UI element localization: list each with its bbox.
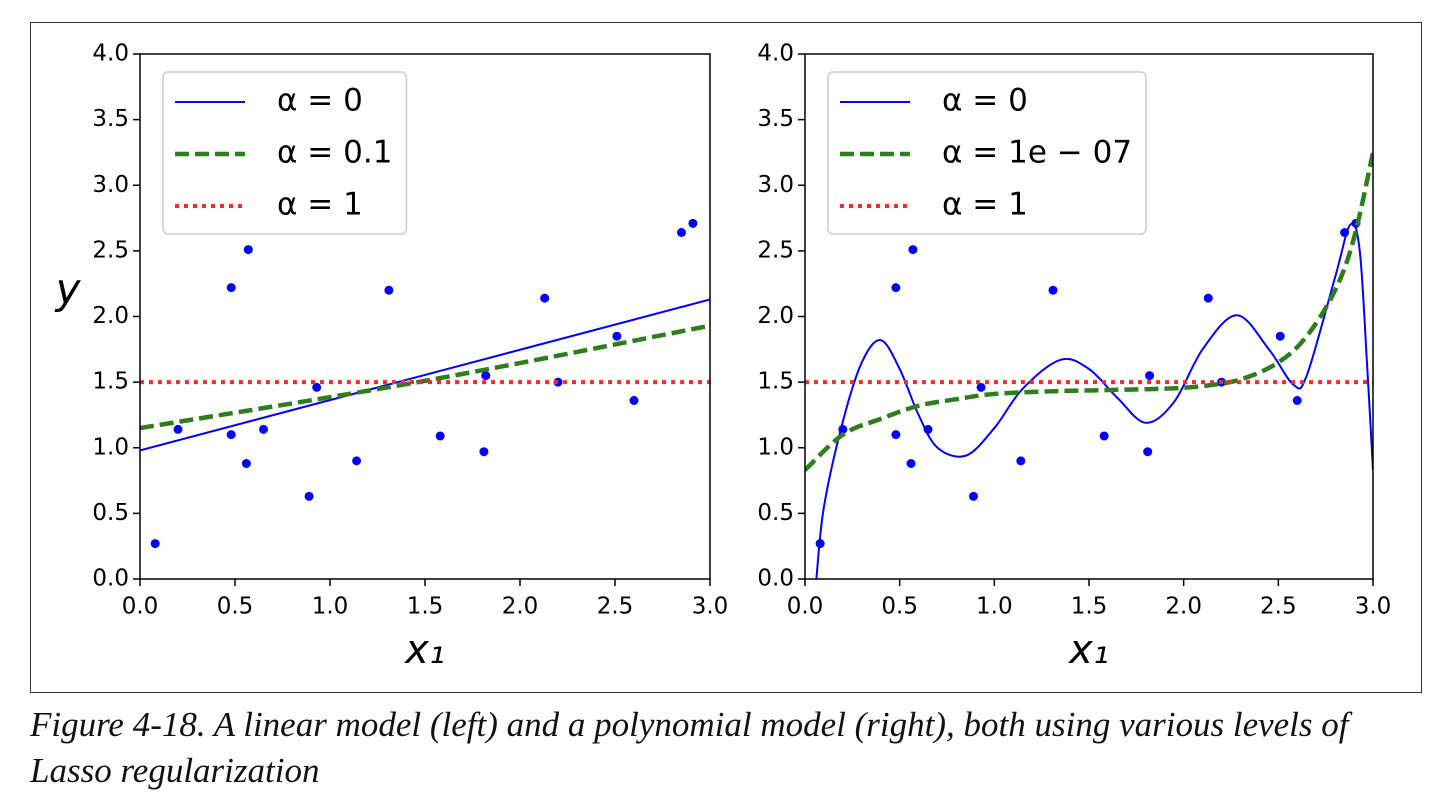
- x-axis-label: x₁: [1067, 627, 1109, 673]
- x-tick-label: 1.5: [1071, 594, 1108, 620]
- y-tick-label: 2.0: [92, 303, 129, 329]
- data-point: [259, 424, 268, 434]
- x-tick-label: 1.5: [407, 594, 444, 620]
- x-tick-label: 2.0: [1165, 594, 1202, 620]
- data-point: [688, 218, 698, 228]
- x-tick-label: 0.0: [787, 594, 824, 620]
- legend-label: α = 0: [277, 83, 363, 119]
- data-point: [384, 285, 394, 295]
- plot-area: [805, 151, 1373, 579]
- y-tick-label: 2.5: [92, 237, 129, 263]
- data-point: [976, 382, 986, 392]
- x-axis-label: x₁: [403, 627, 445, 673]
- figure: 0.0 0.5 1.0 1.5 2.0 2.5 3.0 0.0 0.5 1.0 1.5 2.0 2.5 3…: [30, 22, 1422, 693]
- y-tick-label: 4.0: [757, 41, 794, 67]
- legend-label: α = 0.1: [277, 135, 392, 171]
- y-tick-label: 3.0: [92, 172, 129, 198]
- data-point: [479, 447, 489, 457]
- legend-box: [162, 71, 408, 235]
- x-tick-label: 2.5: [597, 594, 634, 620]
- y-tick-label: 1.0: [757, 434, 794, 460]
- axes-frame: [804, 53, 1374, 580]
- data-point: [1275, 331, 1285, 341]
- x-tick-label: 1.0: [976, 594, 1013, 620]
- series-line: [140, 323, 710, 431]
- data-point: [304, 491, 314, 501]
- caption: Figure 4-18. A linear model (left) and a…: [30, 705, 1349, 790]
- y-axis-label: y: [54, 265, 82, 314]
- data-point: [1048, 285, 1058, 295]
- data-point: [612, 331, 622, 341]
- data-point: [352, 456, 362, 466]
- data-point: [629, 396, 639, 405]
- y-tick-label: 0.5: [757, 500, 794, 526]
- y-tick-label: 3.5: [757, 106, 794, 132]
- data-point: [1145, 371, 1155, 381]
- data-point: [1292, 396, 1302, 405]
- legend-label: α = 0: [942, 83, 1028, 119]
- legend-label: α = 1e − 07: [942, 135, 1132, 171]
- data-point: [906, 459, 916, 468]
- y-tick-label: 0.0: [92, 566, 129, 592]
- x-tick-label: 0.0: [122, 594, 159, 620]
- y-tick-label: 0.5: [92, 500, 129, 526]
- y-tick-label: 0.0: [757, 566, 794, 592]
- x-tick-label: 0.5: [881, 594, 918, 620]
- series-line: [805, 151, 1373, 472]
- x-tick-label: 2.5: [1260, 594, 1297, 620]
- y-tick-label: 4.0: [92, 41, 129, 67]
- series-line: [140, 298, 710, 452]
- y-tick-label: 3.0: [757, 172, 794, 198]
- data-point: [908, 245, 918, 255]
- data-point: [1099, 431, 1109, 441]
- legend: α = 0 α = 1e − 07 α = 1: [827, 71, 1147, 235]
- plot-area: [140, 218, 710, 549]
- data-point: [969, 491, 979, 501]
- x-tick-label: 1.0: [312, 594, 349, 620]
- x-tick-label: 3.0: [1355, 594, 1392, 620]
- data-point: [677, 228, 686, 237]
- figure-frame: [30, 22, 1422, 693]
- data-point: [891, 283, 901, 293]
- x-tick-label: 3.0: [692, 594, 729, 620]
- series-line: [815, 222, 1373, 579]
- axes-frame: [139, 53, 711, 580]
- y-tick-label: 2.5: [757, 237, 794, 263]
- legend-box: [827, 71, 1147, 235]
- data-point: [241, 459, 251, 468]
- data-point: [1203, 293, 1213, 303]
- data-point: [226, 430, 236, 440]
- data-point: [226, 283, 236, 293]
- data-point: [481, 371, 491, 381]
- legend: α = 0 α = 0.1 α = 1: [162, 71, 408, 235]
- data-point: [1016, 456, 1026, 466]
- y-tick-label: 1.5: [92, 369, 129, 395]
- data-point: [243, 245, 253, 255]
- y-tick-label: 2.0: [757, 303, 794, 329]
- data-point: [540, 293, 550, 303]
- data-point: [150, 539, 160, 549]
- x-tick-label: 2.0: [502, 594, 539, 620]
- legend-label: α = 1: [942, 187, 1028, 223]
- data-point: [891, 430, 901, 440]
- data-point: [435, 431, 445, 441]
- y-tick-label: 1.0: [92, 434, 129, 460]
- data-point: [312, 382, 322, 392]
- y-tick-label: 3.5: [92, 106, 129, 132]
- data-point: [173, 424, 183, 434]
- y-tick-label: 1.5: [757, 369, 794, 395]
- x-tick-label: 0.5: [217, 594, 254, 620]
- data-point: [1143, 447, 1153, 457]
- legend-label: α = 1: [277, 187, 363, 223]
